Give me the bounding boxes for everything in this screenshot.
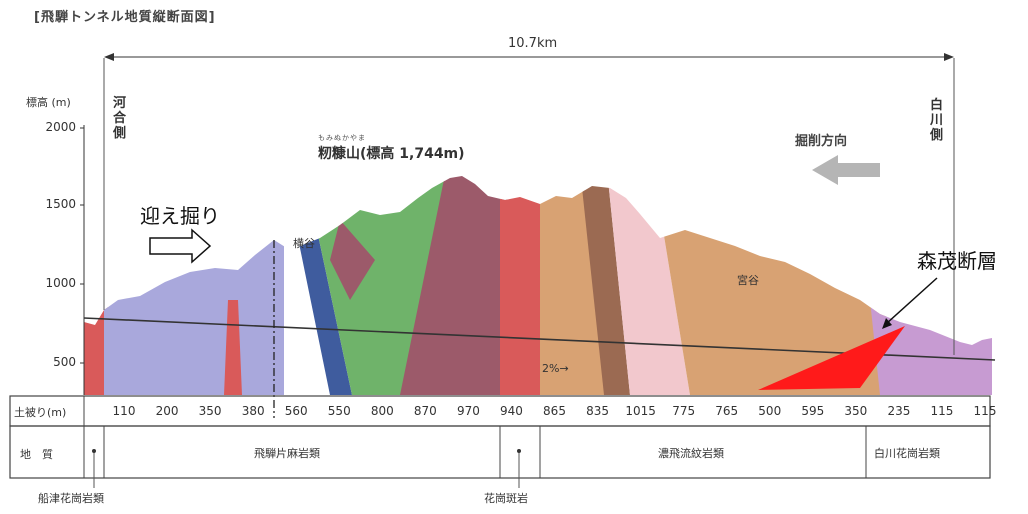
y-tick-label: 2000 (45, 120, 76, 134)
cover-value: 835 (586, 404, 609, 418)
funatsu-label: 船津花崗岩類 (38, 492, 104, 505)
porphyry-dot (517, 449, 521, 453)
cover-value: 595 (801, 404, 825, 418)
fault-pointer-line (885, 277, 938, 325)
fault-label: 森茂断層 (917, 249, 997, 273)
cover-value: 350 (198, 404, 222, 418)
right-end-label: 白川側 (930, 98, 944, 143)
cover-value: 870 (413, 404, 437, 418)
distance-arrow-right-head (944, 53, 954, 61)
band-shirakawa-granite (870, 300, 992, 395)
cover-value: 110 (112, 404, 136, 418)
distance-arrow-left-head (104, 53, 114, 61)
yokoya-label: 横谷 (293, 237, 315, 250)
peak-ruby: もみぬかやま (318, 134, 366, 142)
left-end-label: 河合側 (113, 96, 127, 141)
cover-value: 115 (930, 404, 954, 418)
band-granite-porphyry (500, 176, 540, 395)
cover-value: 970 (456, 404, 480, 418)
cover-value: 235 (887, 404, 911, 418)
cover-value: 560 (284, 404, 308, 418)
distance-label: 10.7km (508, 36, 558, 51)
band-maroon-fold (330, 220, 375, 300)
band-granite-intrusion (224, 300, 242, 395)
mukae-arrow-icon (149, 228, 212, 264)
miyagi-label: 宮谷 (737, 274, 759, 287)
dig-direction-arrow-icon (812, 155, 880, 185)
cover-value: 865 (543, 404, 566, 418)
cover-value: 380 (241, 404, 265, 418)
y-axis-label: 標高 (m) (26, 96, 71, 109)
geo-unit-shirakawa: 白川花崗岩類 (874, 447, 940, 460)
fault-pointer-head (882, 318, 892, 329)
y-tick-label: 1500 (45, 197, 76, 211)
cover-value: 350 (844, 404, 868, 418)
cover-value: 200 (155, 404, 179, 418)
cover-row-label: 土被り(m) (14, 406, 67, 419)
band-hida-gneiss (104, 176, 284, 395)
cover-value: 500 (758, 404, 782, 418)
band-orange-1 (540, 176, 610, 395)
band-pink (605, 176, 690, 395)
funatsu-dot (92, 449, 96, 453)
band-hatched (578, 176, 630, 395)
y-tick-label: 500 (53, 355, 76, 369)
fault-red-triangle (758, 326, 905, 390)
gradient-label: 2%→ (542, 362, 569, 375)
geology-row-label: 地 質 (20, 448, 53, 461)
dig-direction-label: 掘削方向 (795, 134, 848, 149)
cover-value: 775 (672, 404, 696, 418)
y-tick-label: 1000 (45, 276, 76, 290)
cover-value: 940 (499, 404, 523, 418)
geo-unit-hida: 飛騨片麻岩類 (254, 447, 320, 460)
cover-value: 1015 (625, 404, 656, 418)
geo-unit-nohi: 濃飛流紋岩類 (658, 447, 724, 460)
cover-value: 765 (715, 404, 739, 418)
diagram-title: [飛騨トンネル地質縦断面図] (34, 10, 216, 25)
cover-value: 115 (973, 404, 997, 418)
mukae-label: 迎え掘り (140, 204, 220, 228)
porphyry-label: 花崗斑岩 (484, 492, 528, 505)
cover-value: 550 (327, 404, 351, 418)
peak-label: 籾糠山(標高 1,744m) (318, 146, 465, 162)
cover-value: 800 (370, 404, 394, 418)
